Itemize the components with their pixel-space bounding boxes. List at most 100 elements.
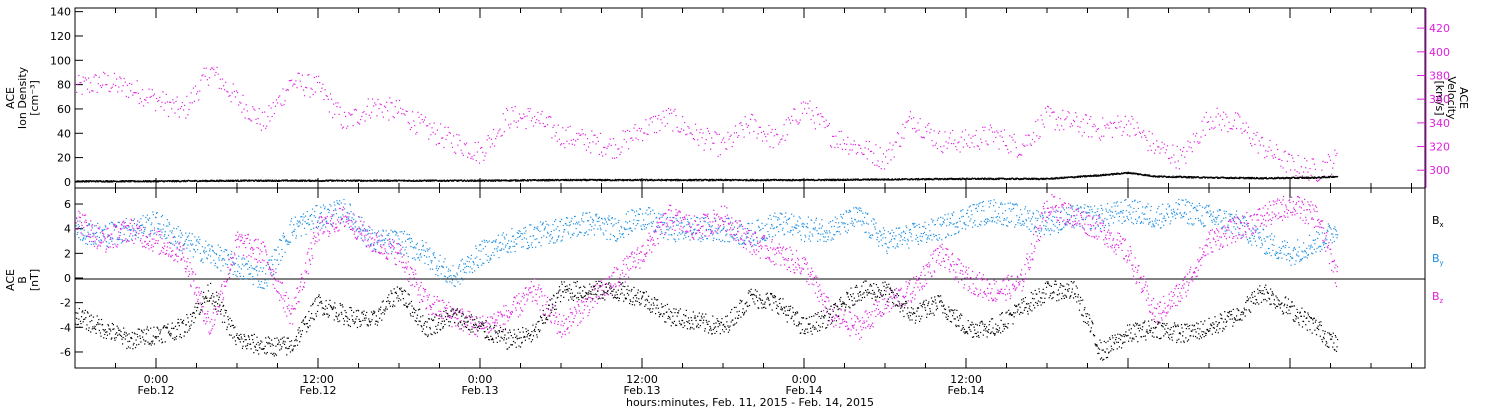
density-point (1147, 175, 1150, 177)
velocity-point (934, 144, 936, 146)
velocity-point (858, 144, 860, 146)
velocity-point (806, 112, 808, 114)
velocity-point (275, 99, 278, 101)
density-point (149, 181, 151, 183)
velocity-point (1067, 111, 1069, 113)
by-point (176, 246, 178, 248)
velocity-point (1084, 114, 1086, 116)
velocity-point (1228, 121, 1230, 123)
density-point (859, 179, 862, 181)
density-point (216, 180, 218, 182)
density-point (983, 177, 986, 179)
density-point (1239, 177, 1241, 180)
velocity-point (887, 162, 889, 165)
top-left-ylabel-line2: Ion Density (16, 66, 29, 129)
velocity-point (113, 72, 116, 75)
velocity-point (1140, 136, 1143, 138)
by-point (221, 259, 223, 261)
velocity-point (339, 106, 341, 108)
density-point (104, 181, 106, 183)
density-point (395, 179, 397, 181)
density-point (487, 179, 489, 182)
density-point (194, 179, 196, 182)
by-point (85, 236, 87, 238)
velocity-point (1086, 122, 1089, 124)
density-point (733, 179, 735, 182)
by-point (145, 216, 147, 218)
bottom-ylabel: ACE B [nT] (4, 269, 41, 291)
velocity-point (1101, 135, 1103, 137)
x-tick-date-label: Feb.12 (138, 384, 175, 397)
by-point (97, 222, 99, 225)
density-point (203, 180, 205, 182)
density-point (490, 180, 492, 182)
velocity-point (110, 87, 112, 89)
density-point (1025, 177, 1027, 179)
by-point (314, 216, 316, 218)
velocity-point (927, 124, 929, 126)
by-point (150, 230, 152, 232)
velocity-point (220, 88, 222, 90)
velocity-point (405, 110, 407, 112)
velocity-point (860, 147, 862, 150)
velocity-point (651, 121, 653, 123)
velocity-point (429, 123, 431, 125)
density-point (1307, 177, 1309, 179)
velocity-point (562, 127, 564, 129)
by-point (159, 223, 161, 225)
density-point (556, 180, 558, 182)
by-point (289, 241, 292, 243)
velocity-point (305, 86, 307, 88)
density-point (874, 179, 877, 181)
velocity-point (519, 117, 522, 119)
velocity-point (523, 113, 525, 115)
velocity-point (653, 131, 656, 134)
velocity-point (260, 129, 262, 131)
velocity-point (1042, 123, 1044, 125)
velocity-point (1037, 119, 1039, 121)
density-point (282, 180, 284, 182)
velocity-point (458, 134, 460, 136)
density-point (1149, 174, 1151, 176)
density-point (916, 179, 919, 181)
density-point (891, 179, 893, 181)
velocity-point (188, 108, 190, 111)
by-point (196, 238, 198, 241)
density-point (243, 179, 245, 181)
by-point (95, 243, 97, 245)
velocity-point (104, 73, 106, 75)
velocity-point (183, 109, 185, 111)
density-point (1181, 176, 1183, 178)
by-point (126, 239, 129, 241)
velocity-point (814, 128, 816, 130)
velocity-point (340, 124, 342, 126)
velocity-point (786, 134, 788, 136)
velocity-point (1309, 168, 1311, 170)
by-point (169, 230, 171, 232)
velocity-point (252, 106, 254, 108)
velocity-point (692, 137, 694, 140)
velocity-point (213, 69, 215, 71)
density-point (267, 180, 269, 182)
density-point (811, 178, 813, 181)
density-point (989, 177, 991, 179)
velocity-point (1028, 134, 1030, 137)
velocity-point (811, 110, 813, 112)
by-point (86, 243, 89, 245)
velocity-point (216, 66, 218, 68)
by-point (314, 210, 316, 213)
by-point (282, 235, 284, 237)
velocity-point (1236, 127, 1238, 130)
velocity-point (717, 155, 719, 157)
density-point (1207, 177, 1209, 179)
density-point (1262, 177, 1264, 179)
by-point (167, 225, 169, 227)
by-point (175, 242, 177, 244)
density-point (356, 180, 358, 182)
density-point (792, 178, 794, 180)
by-point (319, 212, 321, 215)
velocity-point (258, 108, 260, 110)
density-point (1191, 176, 1193, 178)
velocity-point (1165, 149, 1167, 151)
velocity-point (218, 87, 220, 90)
